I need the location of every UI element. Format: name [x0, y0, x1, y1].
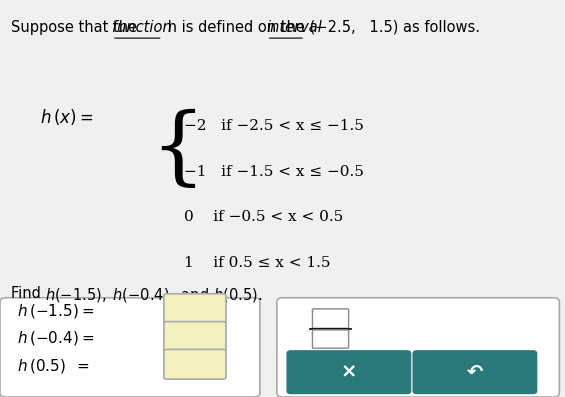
FancyBboxPatch shape — [277, 298, 559, 397]
Text: Suppose that the: Suppose that the — [11, 20, 142, 35]
Text: −1   if −1.5 < x ≤ −0.5: −1 if −1.5 < x ≤ −0.5 — [184, 165, 363, 179]
FancyBboxPatch shape — [312, 330, 349, 348]
Text: {: { — [150, 109, 205, 193]
Text: h is defined on the: h is defined on the — [163, 20, 309, 35]
Text: Find: Find — [11, 286, 46, 301]
Text: $h\,(x) =$: $h\,(x) =$ — [40, 107, 93, 127]
Text: −2   if −2.5 < x ≤ −1.5: −2 if −2.5 < x ≤ −1.5 — [184, 119, 363, 133]
Text: (−2.5,   1.5) as follows.: (−2.5, 1.5) as follows. — [305, 20, 480, 35]
FancyBboxPatch shape — [0, 298, 260, 397]
Text: 0    if −0.5 < x < 0.5: 0 if −0.5 < x < 0.5 — [184, 210, 343, 224]
Text: ×: × — [341, 362, 357, 382]
Text: $h\,(0.5)\;\; =$: $h\,(0.5)\;\; =$ — [17, 357, 90, 375]
Text: interval: interval — [267, 20, 323, 35]
Text: $h\,(-0.4) =$: $h\,(-0.4) =$ — [17, 330, 94, 347]
FancyBboxPatch shape — [286, 350, 411, 394]
Text: $h\,(-1.5) =$: $h\,(-1.5) =$ — [17, 302, 94, 320]
Text: ↶: ↶ — [467, 362, 483, 382]
FancyBboxPatch shape — [312, 309, 349, 328]
Text: 1    if 0.5 ≤ x < 1.5: 1 if 0.5 ≤ x < 1.5 — [184, 256, 330, 270]
FancyBboxPatch shape — [412, 350, 537, 394]
Text: $h(-1.5),\; h(-0.4),$ and $h(0.5).$: $h(-1.5),\; h(-0.4),$ and $h(0.5).$ — [45, 286, 262, 304]
FancyBboxPatch shape — [164, 349, 226, 379]
Text: function: function — [112, 20, 172, 35]
FancyBboxPatch shape — [164, 294, 226, 324]
FancyBboxPatch shape — [164, 322, 226, 351]
